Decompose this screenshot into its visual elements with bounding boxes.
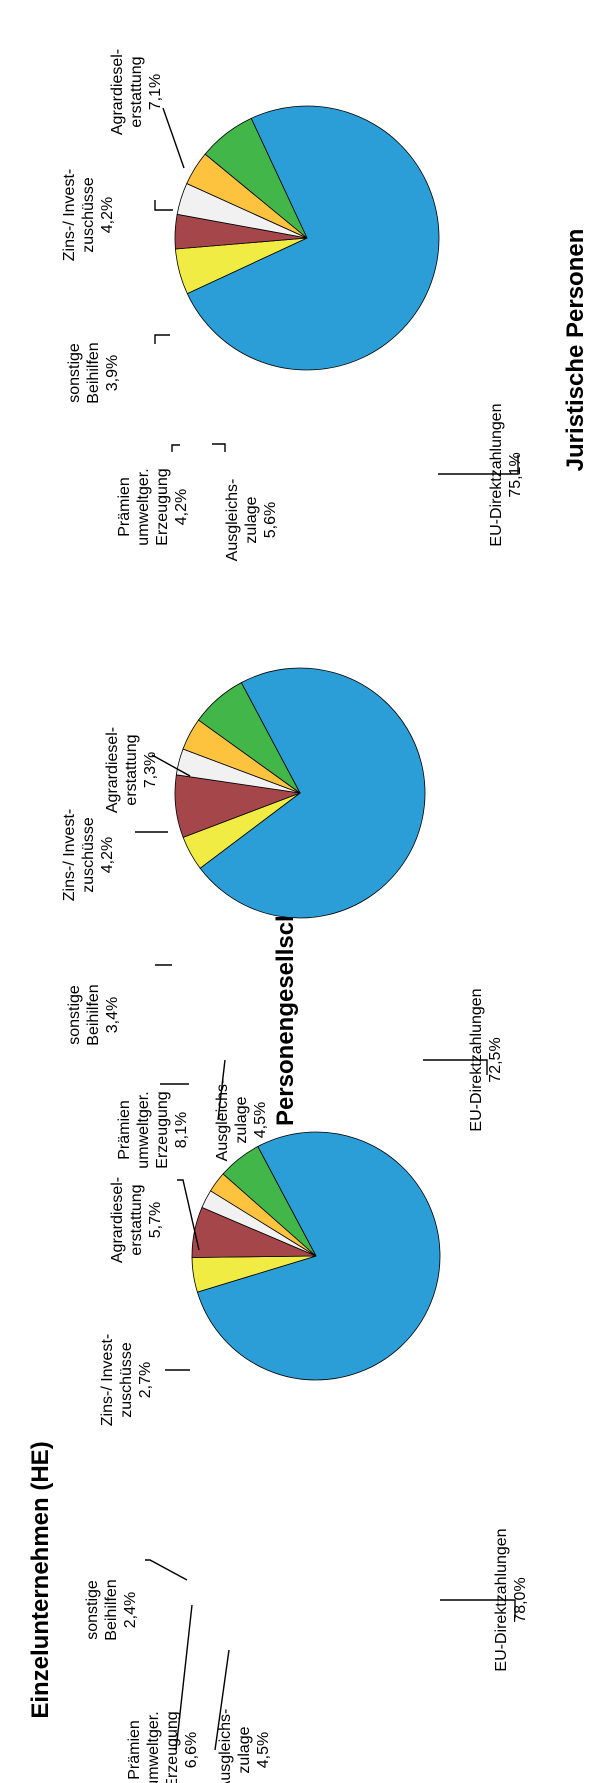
slice-label-line: zulage <box>236 1726 253 1773</box>
leader-line-agrar <box>151 754 191 777</box>
slice-label-line: Prämien <box>126 1720 143 1780</box>
leader-line-ausgleich <box>217 1059 226 1121</box>
slice-value-sonstige: 2,4% <box>122 1592 139 1628</box>
slice-label-line: umweltger. <box>145 1711 162 1783</box>
slice-value-ausgleich: 4,5% <box>255 1732 272 1768</box>
slice-label-eu: EU-Direktzahlungen 75,1% <box>488 403 524 546</box>
slice-value-sonstige: 3,4% <box>104 997 121 1033</box>
slice-label-zins: Zins-/ Invest-zuschüsse 4,2% <box>61 809 116 901</box>
slice-label-zins: Zins-/ Invest-zuschüsse 4,2% <box>61 169 116 261</box>
slice-label-line: Zins-/ Invest- <box>61 169 78 261</box>
slice-label-line: Ausgleichs- <box>214 1079 231 1162</box>
slice-label-agrar: Agrardiesel-erstattung 5,7% <box>109 1177 164 1263</box>
slice-label-line: Zins-/ Invest- <box>99 1334 116 1426</box>
leader-line-eu <box>423 1059 488 1075</box>
slice-label-agrar: Agrardiesel-erstattung 7,1% <box>109 49 164 135</box>
slice-label-line: Beihilfen <box>85 984 102 1045</box>
slice-label-line: Ausgleichs- <box>224 479 241 562</box>
slice-label-line: erstattung <box>128 1184 145 1255</box>
leader-line-zins <box>154 200 173 211</box>
slice-label-line: Agrardiesel- <box>104 727 121 813</box>
slice-value-zins: 2,7% <box>137 1362 154 1398</box>
slice-value-agrar: 5,7% <box>147 1202 164 1238</box>
slice-label-line: Prämien <box>116 477 133 537</box>
chart-title: Juristische Personen <box>562 229 589 472</box>
slice-label-sonstige: sonstige Beihilfen 3,9% <box>66 342 121 403</box>
slice-value-eu: 75,1% <box>507 452 524 497</box>
slice-label-ausgleich: Ausgleichs-zulage 4,5% <box>214 1079 269 1162</box>
slice-label-agrar: Agrardiesel-erstattung 7,3% <box>104 727 159 813</box>
slice-value-zins: 4,2% <box>99 837 116 873</box>
slice-label-ausgleich: Ausgleichs-zulage 4,5% <box>217 1709 272 1783</box>
slice-value-ausgleich: 4,5% <box>252 1102 269 1138</box>
pie-chart-2: Personengesellschaften (HE) EU-Direktzahl… <box>61 667 504 1169</box>
leader-line-ausgleich <box>212 443 226 452</box>
leader-line-sonstige <box>154 334 170 344</box>
slice-label-line: erstattung <box>123 734 140 805</box>
slice-value-zins: 4,2% <box>99 197 116 233</box>
slice-label-line: umweltger. <box>135 468 152 545</box>
leader-line-praemien <box>175 1604 193 1751</box>
pie-slice-agrar <box>197 682 301 794</box>
leader-line-agrar <box>162 107 185 169</box>
slice-label-line: erstattung <box>128 56 145 127</box>
slice-label-praemien: Prämien umweltger. Erzeugung 6,6% <box>126 1711 200 1783</box>
slice-value-praemien: 4,2% <box>173 489 190 525</box>
slice-value-agrar: 7,3% <box>142 752 159 788</box>
slice-label-line: zuschüsse <box>118 1342 135 1418</box>
slice-label-line: zuschüsse <box>80 177 97 253</box>
leader-line-agrar <box>177 1179 200 1251</box>
pie-slice-agrar <box>222 1145 317 1257</box>
slice-value-ausgleich: 5,6% <box>262 502 279 538</box>
slice-label-line: Erzeugung <box>154 1091 171 1168</box>
slice-label-praemien: Prämien umweltger. Erzeugung 8,1% <box>116 1091 190 1168</box>
leader-line-eu <box>440 1599 516 1618</box>
slice-value-praemien: 8,1% <box>173 1112 190 1148</box>
slice-label-line: Prämien <box>116 1100 133 1160</box>
slice-value-eu: 72,5% <box>487 1037 504 1082</box>
slice-label-line: zulage <box>243 496 260 543</box>
leader-line-sonstige <box>145 1559 188 1581</box>
pie-slice-eu <box>199 667 426 919</box>
slice-label-line: Beihilfen <box>85 342 102 403</box>
slice-label-sonstige: sonstige Beihilfen 3,4% <box>66 984 121 1045</box>
slice-label-line: Agrardiesel- <box>109 49 126 135</box>
leader-line-eu <box>438 455 519 475</box>
slice-label-line: Zins-/ Invest- <box>61 809 78 901</box>
slice-label-line: Erzeugung <box>164 1711 181 1783</box>
slice-label-ausgleich: Ausgleichs-zulage 5,6% <box>224 479 279 562</box>
slice-label-line: zuschüsse <box>80 817 97 893</box>
slice-label-line: EU-Direktzahlungen <box>488 403 505 546</box>
pie-chart-3: Juristische Personen EU-Direktzahlungen 75… <box>61 49 589 561</box>
slice-value-agrar: 7,1% <box>147 74 164 110</box>
chart-title: Einzelunternehmen (HE) <box>27 1441 54 1718</box>
leader-line-praemien <box>171 444 180 452</box>
slice-label-line: zulage <box>233 1096 250 1143</box>
slice-label-line: sonstige <box>66 343 83 403</box>
pie-chart-1: Einzelunternehmen (HE) EU-Direktzahlungen… <box>27 1131 529 1783</box>
slice-label-line: Ausgleichs- <box>217 1709 234 1783</box>
slice-label-line: umweltger. <box>135 1091 152 1168</box>
pie-slice-eu <box>186 105 440 371</box>
slice-label-line: Agrardiesel- <box>109 1177 126 1263</box>
slice-label-line: Erzeugung <box>154 468 171 545</box>
slice-value-sonstige: 3,9% <box>104 355 121 391</box>
slice-label-praemien: Prämien umweltger. Erzeugung 4,2% <box>116 468 190 545</box>
slice-value-eu: 78,0% <box>512 1577 529 1622</box>
slice-label-line: sonstige <box>84 1580 101 1640</box>
pie-slice-eu <box>196 1131 441 1381</box>
pie-slice-agrar <box>204 117 308 239</box>
slice-label-sonstige: sonstige Beihilfen 2,4% <box>84 1579 139 1640</box>
slice-label-zins: Zins-/ Invest-zuschüsse 2,7% <box>99 1334 154 1426</box>
slice-value-praemien: 6,6% <box>183 1732 200 1768</box>
slice-label-line: Beihilfen <box>103 1579 120 1640</box>
leader-line-ausgleich <box>214 1649 230 1751</box>
slice-label-line: sonstige <box>66 985 83 1045</box>
